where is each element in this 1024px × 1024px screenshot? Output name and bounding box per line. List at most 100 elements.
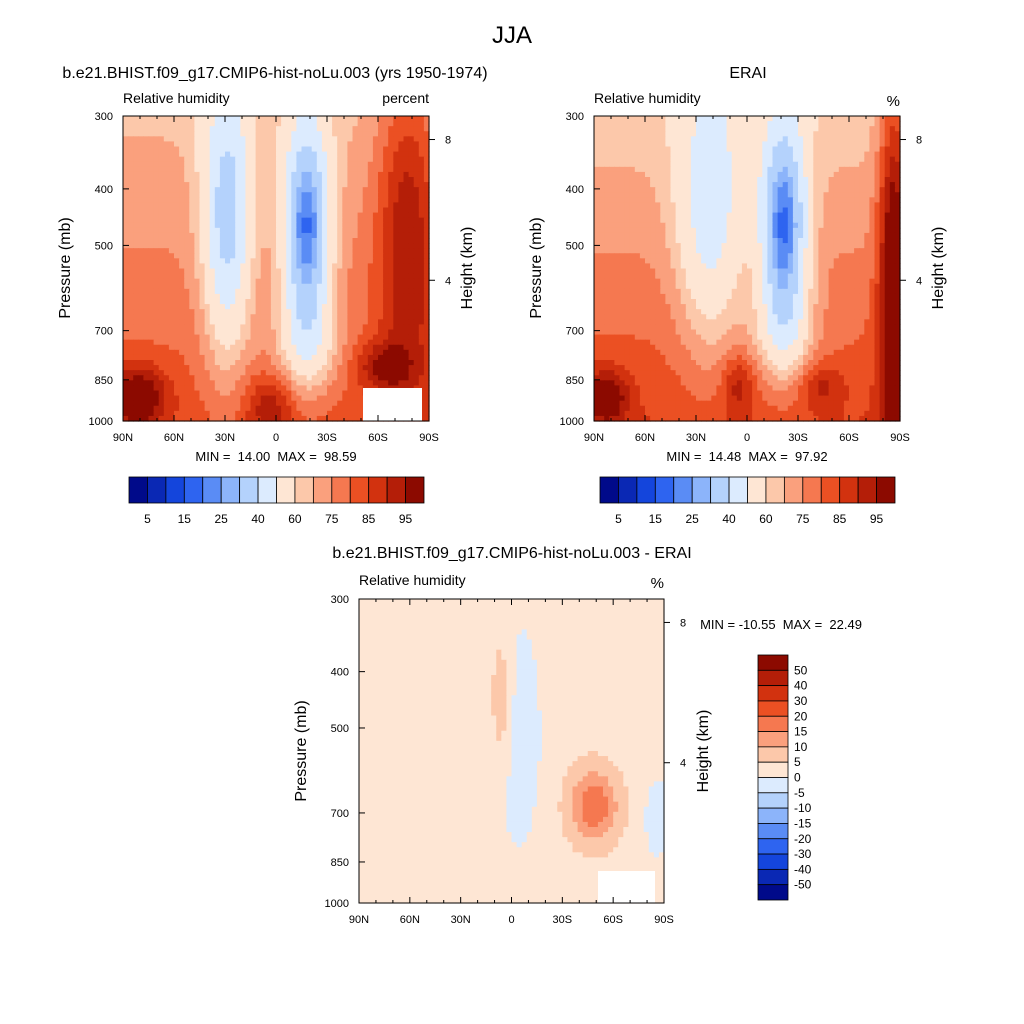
contour-cell	[255, 171, 262, 178]
contour-cell	[260, 192, 267, 198]
contour-cell	[423, 395, 430, 402]
contour-cell	[174, 339, 180, 346]
contour-cell	[828, 126, 835, 132]
contour-cell	[245, 334, 252, 341]
contour-cell	[408, 278, 415, 285]
contour-cell	[884, 121, 891, 127]
contour-cell	[383, 136, 389, 143]
contour-cell	[388, 253, 394, 259]
contour-cell	[230, 278, 236, 285]
contour-cell	[680, 156, 687, 163]
contour-cell	[372, 375, 379, 381]
contour-cell	[609, 116, 615, 122]
contour-cell	[423, 339, 430, 346]
contour-cell	[332, 319, 338, 326]
x-tick-label: 90S	[419, 432, 439, 444]
contour-cell	[655, 217, 661, 224]
contour-cell	[418, 177, 425, 183]
contour-cell	[138, 217, 144, 224]
contour-cell	[843, 202, 850, 209]
contour-cell	[265, 177, 272, 183]
contour-cell	[833, 141, 840, 148]
contour-cell	[670, 177, 677, 183]
contour-cell	[240, 410, 246, 417]
contour-cell	[311, 258, 318, 265]
contour-cell	[209, 365, 216, 371]
contour-cell	[803, 171, 809, 178]
contour-cell	[362, 278, 369, 285]
contour-cell	[701, 217, 707, 224]
contour-cell	[245, 253, 252, 259]
contour-cell	[604, 166, 610, 173]
contour-cell	[342, 136, 348, 143]
contour-cell	[849, 182, 855, 188]
contour-cell	[189, 202, 195, 209]
contour-cell	[884, 207, 891, 214]
contour-cell	[889, 202, 896, 209]
contour-cell	[276, 309, 282, 315]
contour-cell	[291, 319, 297, 326]
contour-cell	[423, 166, 430, 173]
contour-cell	[204, 182, 211, 188]
contour-cell	[230, 395, 236, 402]
contour-cell	[235, 329, 241, 336]
contour-cell	[260, 232, 267, 239]
contour-cell	[685, 212, 692, 219]
contour-cell	[138, 319, 144, 326]
contour-cell	[148, 131, 155, 137]
contour-cell	[311, 288, 318, 295]
contour-cell	[250, 410, 257, 417]
contour-cell	[838, 146, 845, 153]
contour-cell	[874, 161, 881, 168]
contour-cell	[153, 232, 160, 239]
contour-cell	[296, 385, 303, 392]
contour-cell	[398, 212, 405, 219]
contour-cell	[128, 319, 134, 326]
contour-cell	[393, 360, 399, 366]
contour-cell	[342, 121, 348, 127]
contour-cell	[614, 166, 621, 173]
contour-cell	[879, 151, 886, 158]
contour-cell	[184, 370, 190, 376]
y-tick-label: 1000	[89, 416, 113, 428]
contour-cell	[230, 141, 236, 148]
contour-cell	[408, 344, 415, 351]
contour-cell	[296, 339, 303, 346]
contour-cell	[357, 212, 364, 219]
contour-cell	[260, 156, 267, 163]
contour-cell	[762, 207, 768, 214]
contour-cell	[894, 197, 901, 204]
contour-cell	[690, 126, 697, 132]
contour-cell	[731, 192, 738, 198]
contour-cell	[255, 263, 262, 270]
contour-cell	[179, 309, 185, 315]
contour-cell	[265, 156, 272, 163]
contour-cell	[747, 131, 753, 137]
contour-cell	[296, 232, 303, 239]
contour-cell	[163, 349, 170, 356]
contour-cell	[787, 192, 794, 198]
contour-cell	[736, 141, 743, 148]
contour-cell	[281, 161, 287, 168]
contour-cell	[337, 171, 343, 178]
colorbar-box	[202, 476, 222, 504]
contour-cell	[138, 207, 144, 214]
contour-cell	[619, 202, 626, 209]
contour-cell	[230, 227, 236, 234]
contour-cell	[347, 161, 354, 168]
contour-cell	[772, 146, 779, 153]
contour-cell	[291, 390, 297, 397]
contour-cell	[869, 126, 876, 132]
contour-cell	[347, 253, 354, 259]
contour-cell	[240, 415, 246, 422]
contour-cell	[327, 375, 333, 381]
contour-cell	[423, 278, 430, 285]
contour-cell	[372, 380, 379, 387]
contour-cell	[362, 182, 369, 188]
contour-cell	[163, 263, 170, 270]
contour-cell	[418, 268, 425, 275]
contour-cell	[184, 293, 190, 300]
colorbar-box	[349, 476, 370, 504]
contour-cell	[675, 151, 682, 158]
contour-cell	[296, 197, 303, 204]
